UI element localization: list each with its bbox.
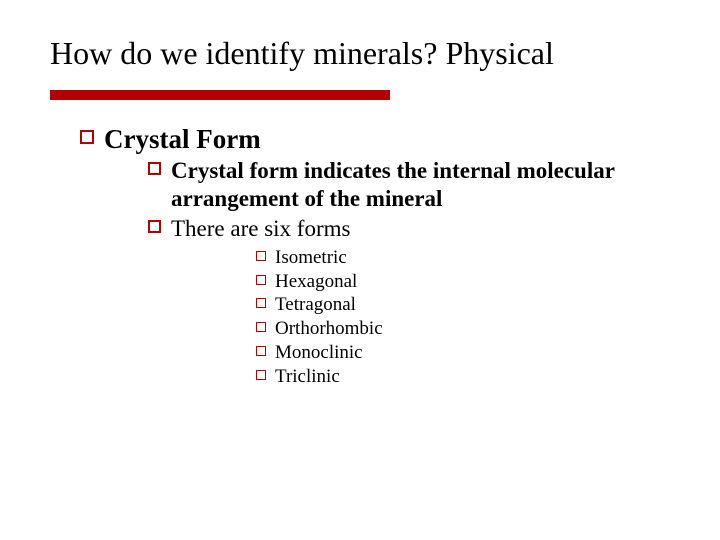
checkbox-icon xyxy=(256,251,266,261)
level1-list: Crystal Form Crystal form indicates the … xyxy=(80,124,670,388)
list-item: Crystal form indicates the internal mole… xyxy=(148,157,670,212)
level3-text: Tetragonal xyxy=(275,293,356,317)
list-item: Triclinic xyxy=(256,365,670,389)
level2-text: There are six forms xyxy=(171,215,350,243)
checkbox-icon xyxy=(256,275,266,285)
level3-text: Isometric xyxy=(275,246,347,270)
list-item: There are six forms xyxy=(148,215,670,243)
level2-text: Crystal form indicates the internal mole… xyxy=(171,157,670,212)
checkbox-icon xyxy=(256,322,266,332)
list-item: Isometric xyxy=(256,246,670,270)
level1-text: Crystal Form xyxy=(104,124,261,155)
list-item: Crystal Form xyxy=(80,124,670,155)
accent-bar xyxy=(50,90,390,100)
checkbox-icon xyxy=(256,298,266,308)
slide-title: How do we identify minerals? Physical xyxy=(50,35,670,72)
level3-text: Triclinic xyxy=(275,365,340,389)
level3-list: Isometric Hexagonal Tetragonal Orthorhom… xyxy=(256,246,670,389)
level3-text: Orthorhombic xyxy=(275,317,383,341)
level3-text: Hexagonal xyxy=(275,270,357,294)
checkbox-icon xyxy=(148,220,161,233)
level3-text: Monoclinic xyxy=(275,341,363,365)
checkbox-icon xyxy=(148,162,161,175)
list-item: Hexagonal xyxy=(256,270,670,294)
checkbox-icon xyxy=(256,346,266,356)
checkbox-icon xyxy=(256,370,266,380)
list-item: Orthorhombic xyxy=(256,317,670,341)
checkbox-icon xyxy=(80,130,94,144)
list-item: Tetragonal xyxy=(256,293,670,317)
list-item: Monoclinic xyxy=(256,341,670,365)
level2-list: Crystal form indicates the internal mole… xyxy=(148,157,670,388)
